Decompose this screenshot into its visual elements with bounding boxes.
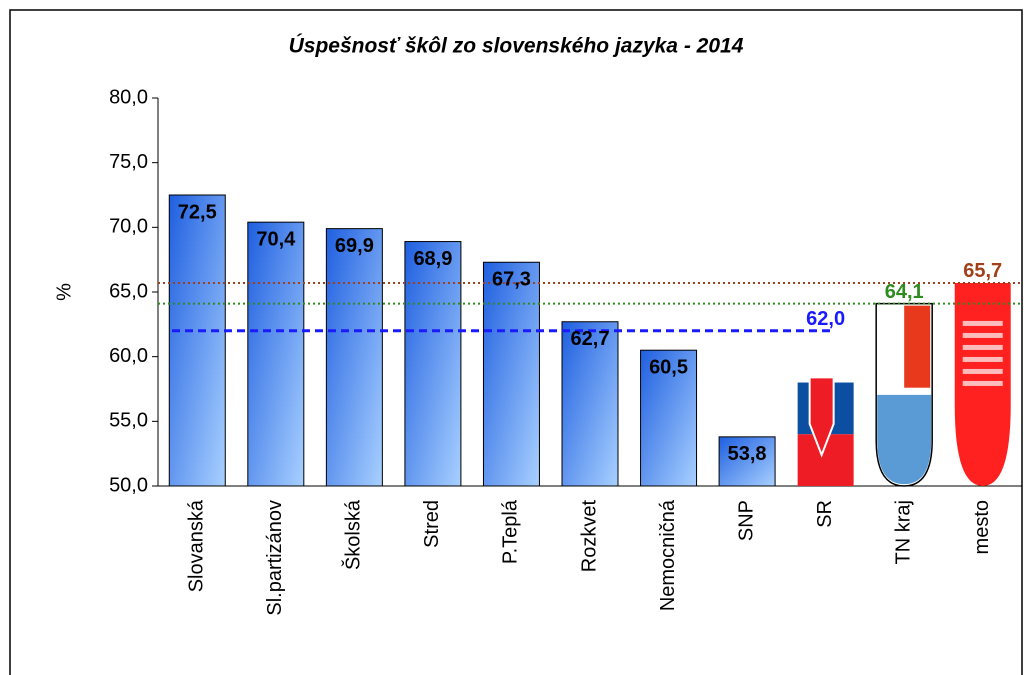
value-label: 70,4 [256, 228, 296, 250]
y-tick-label: 80,0 [109, 86, 148, 108]
y-tick-label: 75,0 [109, 151, 148, 173]
city-wall [962, 344, 1003, 350]
x-tick-label: Školská [342, 499, 365, 570]
city-wall [962, 368, 1003, 374]
x-tick-label: Nemocničná [657, 499, 679, 611]
y-tick-label: 65,0 [109, 280, 148, 302]
value-label: 60,5 [649, 356, 688, 378]
flag-emblem [808, 376, 835, 458]
y-tick-label: 55,0 [109, 410, 148, 432]
x-tick-label: Stred [421, 500, 443, 548]
value-label: 69,9 [335, 235, 374, 257]
value-label: 65,7 [963, 260, 1002, 282]
city-wall [962, 380, 1003, 386]
x-tick-label: Sl.partizánov [264, 500, 286, 616]
y-tick-label: 60,0 [109, 345, 148, 367]
city-wall [962, 332, 1003, 338]
x-tick-label: Slovanská [186, 499, 208, 592]
bar [247, 221, 305, 487]
city-wall [962, 320, 1003, 326]
value-label: 68,9 [413, 248, 452, 270]
x-tick-label: Rozkvet [578, 500, 600, 573]
y-tick-label: 50,0 [109, 474, 148, 496]
bar [404, 241, 462, 487]
coat-part [877, 394, 932, 485]
bar [482, 261, 540, 487]
x-tick-label: SR [814, 500, 836, 528]
x-tick-label: TN kraj [892, 500, 914, 564]
x-tick-label: P.Teplá [500, 499, 522, 564]
value-label: 72,5 [178, 201, 217, 223]
value-label: 64,1 [885, 281, 924, 303]
bar [561, 321, 619, 487]
x-tick-label: SNP [735, 500, 757, 541]
value-label: 53,8 [728, 443, 767, 465]
x-tick-label: mesto [971, 500, 993, 554]
bar [640, 349, 698, 487]
bar [168, 194, 226, 487]
value-label: 62,7 [571, 328, 610, 350]
coat-part [904, 305, 931, 388]
bar [718, 436, 776, 487]
chart-title: Úspešnosť škôl zo slovenského jazyka - 2… [289, 34, 744, 58]
value-label: 62,0 [806, 308, 845, 330]
city-wall [962, 356, 1003, 362]
value-label: 67,3 [492, 269, 531, 291]
bar [325, 228, 383, 487]
y-tick-label: 70,0 [109, 216, 148, 238]
y-axis-label: % [53, 283, 75, 301]
